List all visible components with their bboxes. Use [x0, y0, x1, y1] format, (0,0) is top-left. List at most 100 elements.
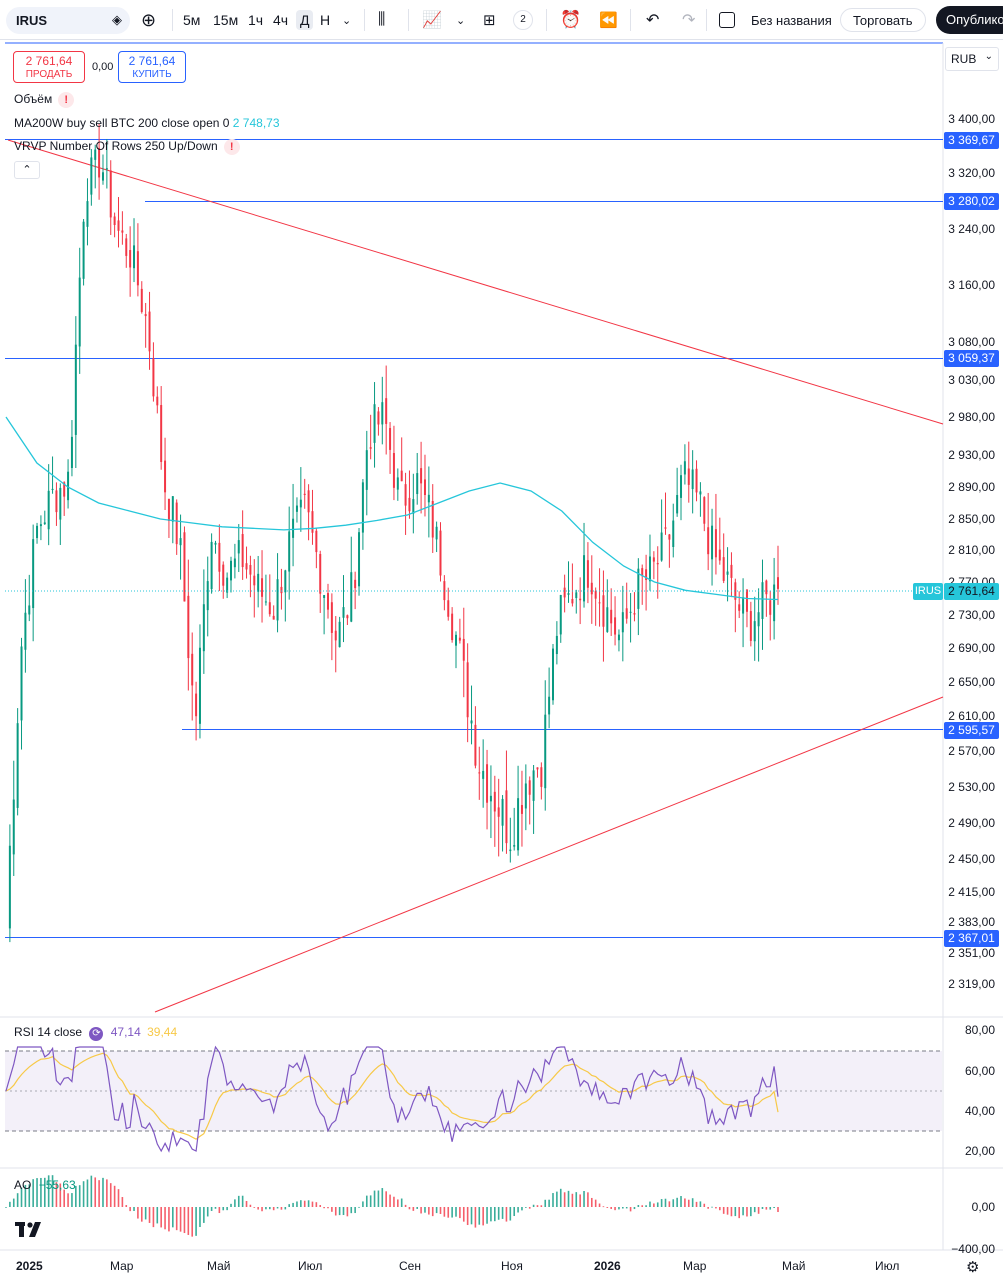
interval-week[interactable]: Н [320, 12, 331, 28]
ao-bar [730, 1207, 733, 1217]
candle-body [350, 572, 353, 622]
chevron-down-icon[interactable]: ⌄ [456, 14, 466, 27]
ao-bar [715, 1207, 717, 1209]
trend-lines [7, 139, 944, 1013]
candle-body [443, 581, 446, 601]
level-badge[interactable]: 2 595,57 [944, 722, 999, 739]
candle-body [323, 595, 326, 598]
candle-body [699, 491, 702, 495]
candle-body [90, 157, 93, 195]
legend-ma[interactable]: MA200W buy sell BTC 200 close open 0 2 7… [14, 116, 280, 130]
ao-bar [610, 1207, 612, 1209]
candle-body [610, 609, 613, 624]
candles-icon[interactable]: ⫼ [378, 11, 386, 28]
level-badge[interactable]: 2 367,01 [944, 930, 999, 947]
interval-15m[interactable]: 15м [213, 12, 239, 28]
ao-bar [664, 1198, 667, 1207]
candle-body [245, 563, 248, 570]
publish-button[interactable]: Опубликовать [936, 6, 1003, 34]
candle-body [179, 538, 182, 546]
legend-vrvp[interactable]: VRVP Number Of Rows 250 Up/Down! [14, 139, 240, 155]
candle-body [567, 593, 570, 595]
ao-bar [750, 1207, 752, 1217]
candle-body [602, 595, 605, 627]
candle-body [656, 563, 659, 565]
candle-body [117, 220, 120, 231]
interval-4h[interactable]: 4ч [273, 12, 289, 28]
candle-body [342, 607, 345, 618]
price-tick: 2 530,00 [948, 780, 995, 794]
candle-body [105, 168, 108, 170]
candle-body [505, 790, 508, 844]
warning-icon[interactable]: ! [58, 92, 75, 108]
price-tick: 2 930,00 [948, 448, 995, 462]
chart-save-checkbox[interactable] [719, 12, 735, 28]
candle-body [358, 532, 361, 587]
sell-button[interactable]: 2 761,64 ПРОДАТЬ [13, 51, 85, 83]
gear-icon[interactable]: ⚙ [966, 1259, 980, 1276]
alert-clock-icon[interactable]: ⏰ [560, 10, 582, 29]
legend-ao[interactable]: AO −55,63 [14, 1178, 76, 1192]
symbol-search[interactable]: IRUS ◈ [6, 7, 130, 34]
chart-name[interactable]: Без названия [751, 12, 832, 28]
legend-rsi[interactable]: RSI 14 close ⟳ 47,14 39,44 [14, 1025, 177, 1041]
compare-icon[interactable]: ◈ [112, 12, 122, 27]
sell-label: ПРОДАТЬ [25, 69, 73, 80]
ao-bar [20, 1187, 23, 1207]
legend-volume[interactable]: Объём! [14, 92, 75, 108]
ao-bar [579, 1194, 581, 1207]
ao-bar [583, 1191, 585, 1207]
ao-bar [622, 1207, 624, 1209]
undo-icon[interactable]: ↶ [646, 12, 660, 29]
buy-button[interactable]: 2 761,64 КУПИТЬ [118, 51, 186, 83]
replay-icon[interactable]: ⏪ [599, 12, 618, 29]
candle-body [264, 601, 267, 603]
ao-bar [684, 1198, 686, 1207]
level-badge[interactable]: 3 369,67 [944, 132, 999, 149]
rsi-tick: 40,00 [964, 1104, 995, 1118]
layouts-count-badge[interactable]: 2 [513, 10, 533, 30]
ao-bar [773, 1207, 775, 1209]
ao-bar [482, 1207, 484, 1226]
indicators-icon[interactable]: 📈 [422, 12, 442, 29]
candle-body [373, 404, 376, 443]
candle-body [551, 648, 554, 701]
level-badge[interactable]: 3 280,02 [944, 193, 999, 210]
candle-body [129, 250, 132, 268]
trade-button[interactable]: Торговать [840, 8, 926, 32]
legend-rsi-value: 47,14 [110, 1025, 141, 1039]
ao-bar [358, 1206, 360, 1208]
redo-icon[interactable]: ↷ [682, 12, 696, 29]
price-tick: 2 490,00 [948, 816, 995, 830]
ao-bar [327, 1207, 329, 1209]
ao-bar [373, 1190, 376, 1207]
candle-body [641, 568, 644, 577]
ao-bar [12, 1198, 15, 1207]
interval-day[interactable]: Д [296, 10, 314, 30]
candle-body [571, 598, 574, 604]
collapse-legend-button[interactable]: ⌃ [14, 161, 40, 179]
interval-5m[interactable]: 5м [183, 12, 201, 28]
candle-body [439, 530, 442, 576]
candle-body [365, 450, 368, 490]
level-badge[interactable]: 3 059,37 [944, 350, 999, 367]
currency-label: RUB [951, 52, 977, 66]
ao-bar [113, 1185, 116, 1207]
legend-volume-label: Объём [14, 92, 53, 106]
add-symbol-icon[interactable]: ⊕ [141, 9, 157, 30]
candle-body [412, 499, 415, 514]
candle-body [470, 720, 473, 724]
chevron-down-icon[interactable]: ⌄ [342, 14, 352, 27]
ao-bar [40, 1177, 42, 1207]
candle-body [501, 798, 504, 826]
price-tick: 3 320,00 [948, 166, 995, 180]
interval-1h[interactable]: 1ч [248, 12, 264, 28]
candle-body [486, 764, 489, 803]
candle-body [334, 630, 337, 641]
currency-select[interactable]: RUB ⌄ [945, 47, 999, 71]
ao-bar [490, 1207, 492, 1222]
warning-icon[interactable]: ! [223, 139, 240, 155]
ao-bar [633, 1207, 636, 1210]
layout-grid-icon[interactable]: ⊞ [483, 12, 496, 29]
